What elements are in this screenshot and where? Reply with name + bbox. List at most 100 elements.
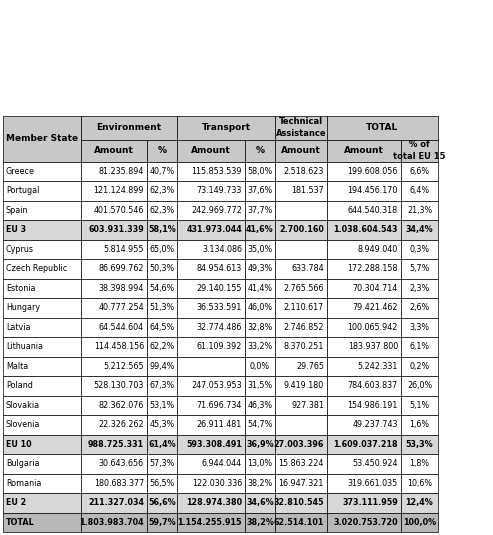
Text: Slovakia: Slovakia <box>6 401 40 410</box>
Bar <box>327 434 401 454</box>
Bar <box>275 181 327 201</box>
Bar <box>275 473 327 493</box>
Text: 65,0%: 65,0% <box>149 244 175 254</box>
Bar <box>275 201 327 220</box>
Bar <box>245 279 275 298</box>
Text: 1.154.255.915: 1.154.255.915 <box>177 518 242 527</box>
Text: 57,3%: 57,3% <box>149 459 175 468</box>
Bar <box>401 279 438 298</box>
Text: 16.947.321: 16.947.321 <box>279 479 324 488</box>
Text: Romania: Romania <box>6 479 41 488</box>
Text: 64,5%: 64,5% <box>149 323 175 332</box>
Text: 603.931.339: 603.931.339 <box>88 225 144 234</box>
Text: 27.003.396: 27.003.396 <box>274 440 324 449</box>
Text: 62.514.101: 62.514.101 <box>274 518 324 527</box>
Bar <box>81 395 147 415</box>
Text: 34,6%: 34,6% <box>246 498 274 507</box>
Bar <box>3 116 81 162</box>
Text: 49,3%: 49,3% <box>247 264 273 273</box>
Text: 1.803.983.704: 1.803.983.704 <box>79 518 144 527</box>
Text: 13,0%: 13,0% <box>247 459 273 468</box>
Bar <box>3 298 81 317</box>
Text: Bulgaria: Bulgaria <box>6 459 39 468</box>
Text: 38.398.994: 38.398.994 <box>99 284 144 293</box>
Text: 62,3%: 62,3% <box>149 206 175 215</box>
Bar <box>3 317 81 337</box>
Bar <box>401 454 438 473</box>
Text: Poland: Poland <box>6 381 33 390</box>
Text: 35,0%: 35,0% <box>247 244 273 254</box>
Text: 401.570.546: 401.570.546 <box>94 206 144 215</box>
Text: 21,3%: 21,3% <box>407 206 432 215</box>
Text: 61,4%: 61,4% <box>148 440 176 449</box>
Bar <box>3 337 81 356</box>
Bar <box>147 513 177 532</box>
Bar <box>245 240 275 259</box>
Text: 64.544.604: 64.544.604 <box>99 323 144 332</box>
Bar <box>275 317 327 337</box>
Text: 99,4%: 99,4% <box>149 362 175 371</box>
Text: 46,0%: 46,0% <box>247 303 273 312</box>
Text: 9.419.180: 9.419.180 <box>284 381 324 390</box>
Bar <box>327 181 401 201</box>
Text: Slovenia: Slovenia <box>6 421 40 429</box>
Bar <box>81 181 147 201</box>
Text: 6.944.044: 6.944.044 <box>202 459 242 468</box>
Bar <box>401 259 438 279</box>
Bar <box>245 162 275 181</box>
Text: 0,2%: 0,2% <box>409 362 429 371</box>
Text: 172.288.158: 172.288.158 <box>348 264 398 273</box>
Text: Technical
Assistance: Technical Assistance <box>276 118 326 137</box>
Text: EU 2: EU 2 <box>6 498 26 507</box>
Text: 194.456.170: 194.456.170 <box>348 186 398 195</box>
Bar <box>177 513 245 532</box>
Bar <box>81 337 147 356</box>
Bar <box>3 395 81 415</box>
Bar <box>147 337 177 356</box>
Text: 37,6%: 37,6% <box>247 186 273 195</box>
Text: Cyprus: Cyprus <box>6 244 34 254</box>
Text: 46,3%: 46,3% <box>247 401 273 410</box>
Bar <box>327 415 401 434</box>
Text: 6,4%: 6,4% <box>410 186 429 195</box>
Bar <box>401 434 438 454</box>
Bar <box>177 220 245 240</box>
Text: 67,3%: 67,3% <box>149 381 175 390</box>
Text: 784.603.837: 784.603.837 <box>348 381 398 390</box>
Bar <box>327 317 401 337</box>
Bar <box>275 337 327 356</box>
Bar <box>401 181 438 201</box>
Bar <box>147 279 177 298</box>
Bar <box>245 454 275 473</box>
Text: 6,1%: 6,1% <box>410 342 429 351</box>
Bar <box>327 395 401 415</box>
Text: 988.725.331: 988.725.331 <box>88 440 144 449</box>
Bar <box>401 220 438 240</box>
Text: 199.608.056: 199.608.056 <box>348 167 398 176</box>
Bar <box>401 240 438 259</box>
Bar <box>401 395 438 415</box>
Bar <box>81 220 147 240</box>
Bar <box>401 162 438 181</box>
Bar <box>275 298 327 317</box>
Text: TOTAL: TOTAL <box>366 123 399 132</box>
Bar <box>245 395 275 415</box>
Bar <box>275 434 327 454</box>
Bar <box>245 201 275 220</box>
Text: 61.109.392: 61.109.392 <box>197 342 242 351</box>
Text: Czech Republic: Czech Republic <box>6 264 67 273</box>
Text: 62,2%: 62,2% <box>149 342 175 351</box>
Bar <box>401 493 438 513</box>
Text: 81.235.894: 81.235.894 <box>99 167 144 176</box>
Text: 32.810.545: 32.810.545 <box>274 498 324 507</box>
Text: 33,2%: 33,2% <box>247 342 273 351</box>
Text: 2,3%: 2,3% <box>409 284 429 293</box>
Bar <box>327 454 401 473</box>
Text: 54,6%: 54,6% <box>149 284 175 293</box>
Text: 40.777.254: 40.777.254 <box>99 303 144 312</box>
Text: 30.643.656: 30.643.656 <box>99 459 144 468</box>
Text: 38,2%: 38,2% <box>247 479 273 488</box>
Bar <box>327 513 401 532</box>
Text: 70.304.714: 70.304.714 <box>353 284 398 293</box>
Bar <box>3 454 81 473</box>
